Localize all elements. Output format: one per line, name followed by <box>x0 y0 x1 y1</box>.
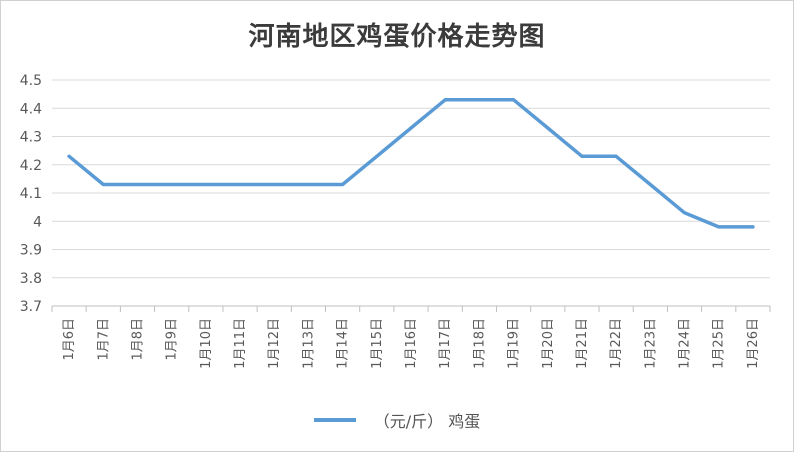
y-tick-label: 4.5 <box>20 73 42 89</box>
data-point <box>375 154 379 158</box>
data-point <box>580 154 584 158</box>
data-point <box>306 183 310 187</box>
legend: （元/斤） 鸡蛋 <box>0 408 794 432</box>
y-tick-label: 3.9 <box>20 243 42 259</box>
x-tick-label: 1月23日 <box>643 318 658 369</box>
x-tick-label: 1月25日 <box>712 318 727 369</box>
x-axis: 1月6日 1月7日 1月8日 1月9日 1月10日 1月11日 1月12日 1月13日 1月14… <box>51 306 771 369</box>
y-axis: 4.5 4.4 4.3 4.2 4.1 4 3.9 3.8 3.7 <box>20 73 42 315</box>
legend-label: （元/斤） 鸡蛋 <box>373 412 481 431</box>
data-point <box>135 183 139 187</box>
x-tick-label: 1月18日 <box>472 318 487 369</box>
x-tick-label: 1月24日 <box>678 318 693 369</box>
y-tick-label: 4.3 <box>20 130 42 146</box>
data-point <box>409 126 413 130</box>
x-tick-label: 1月8日 <box>130 318 145 361</box>
data-point <box>648 183 652 187</box>
y-tick-label: 4.1 <box>20 186 42 202</box>
x-tick-label: 1月10日 <box>199 318 214 369</box>
y-tick-label: 3.8 <box>20 271 42 287</box>
legend-swatch <box>313 418 356 422</box>
data-point <box>512 98 516 102</box>
gridlines <box>52 79 770 307</box>
x-tick-label: 1月21日 <box>575 318 590 369</box>
x-tick-label: 1月9日 <box>165 318 180 361</box>
data-point <box>67 154 71 158</box>
x-tick-label: 1月26日 <box>746 318 761 369</box>
data-point <box>204 183 208 187</box>
chart-title: 河南地区鸡蛋价格走势图 <box>248 22 546 52</box>
y-tick-label: 4 <box>33 214 42 230</box>
y-tick-label: 3.7 <box>20 299 42 315</box>
x-tick-label: 1月19日 <box>507 318 522 369</box>
x-tick-label: 1月15日 <box>370 318 385 369</box>
x-tick-label: 1月14日 <box>336 318 351 369</box>
data-point <box>443 98 447 102</box>
data-point <box>683 211 687 215</box>
data-point <box>614 154 618 158</box>
x-tick-label: 1月6日 <box>62 318 77 361</box>
data-point <box>546 126 550 130</box>
data-point <box>272 183 276 187</box>
data-point <box>101 183 105 187</box>
x-tick-label: 1月11日 <box>233 318 248 369</box>
data-point <box>238 183 242 187</box>
x-tick-label: 1月17日 <box>438 318 453 369</box>
x-tick-label: 1月22日 <box>609 318 624 369</box>
data-point <box>717 225 721 229</box>
x-tick-label: 1月16日 <box>404 318 419 369</box>
y-tick-label: 4.2 <box>20 158 42 174</box>
data-point <box>170 183 174 187</box>
x-tick-label: 1月12日 <box>267 318 282 369</box>
data-point <box>477 98 481 102</box>
data-point <box>341 183 345 187</box>
x-tick-label: 1月13日 <box>301 318 316 369</box>
series-line <box>67 98 755 229</box>
series-layer <box>67 98 755 229</box>
data-point <box>751 225 755 229</box>
y-tick-label: 4.4 <box>20 101 42 117</box>
x-tick-label: 1月20日 <box>541 318 556 369</box>
x-tick-label: 1月7日 <box>96 318 111 361</box>
